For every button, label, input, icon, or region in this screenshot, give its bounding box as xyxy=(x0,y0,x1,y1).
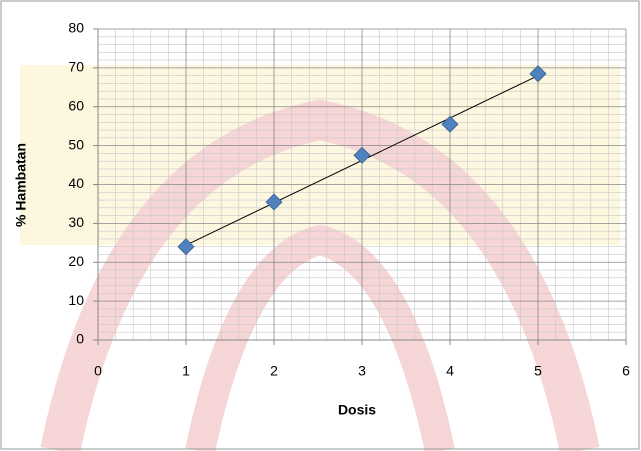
watermark-arch xyxy=(185,224,455,451)
watermark-band xyxy=(20,65,620,245)
y-tick-label: 80 xyxy=(68,20,84,36)
point xyxy=(441,115,459,133)
x-tick-label: 4 xyxy=(446,363,454,379)
y-tick-label: 50 xyxy=(68,136,84,152)
y-tick-label: 70 xyxy=(68,59,84,75)
y-tick-label: 60 xyxy=(68,97,84,113)
y-axis-title: % Hambatan xyxy=(13,143,29,227)
x-tick-label: 3 xyxy=(358,363,366,379)
point xyxy=(177,238,195,256)
x-tick-label: 2 xyxy=(270,363,278,379)
y-tick-label: 10 xyxy=(68,292,84,308)
watermark xyxy=(20,65,620,451)
x-axis-title: Dosis xyxy=(338,402,376,418)
y-tick-label: 20 xyxy=(68,253,84,269)
y-tick-label: 0 xyxy=(76,331,84,347)
y-tick-label: 40 xyxy=(68,175,84,191)
watermark-arch xyxy=(40,99,600,451)
x-tick-label: 5 xyxy=(534,363,542,379)
x-tick-label: 0 xyxy=(94,363,102,379)
point xyxy=(529,65,547,83)
x-tick-label: 1 xyxy=(182,363,190,379)
point xyxy=(265,193,283,211)
point xyxy=(353,146,371,164)
x-tick-label: 6 xyxy=(622,363,630,379)
y-tick-label: 30 xyxy=(68,214,84,230)
